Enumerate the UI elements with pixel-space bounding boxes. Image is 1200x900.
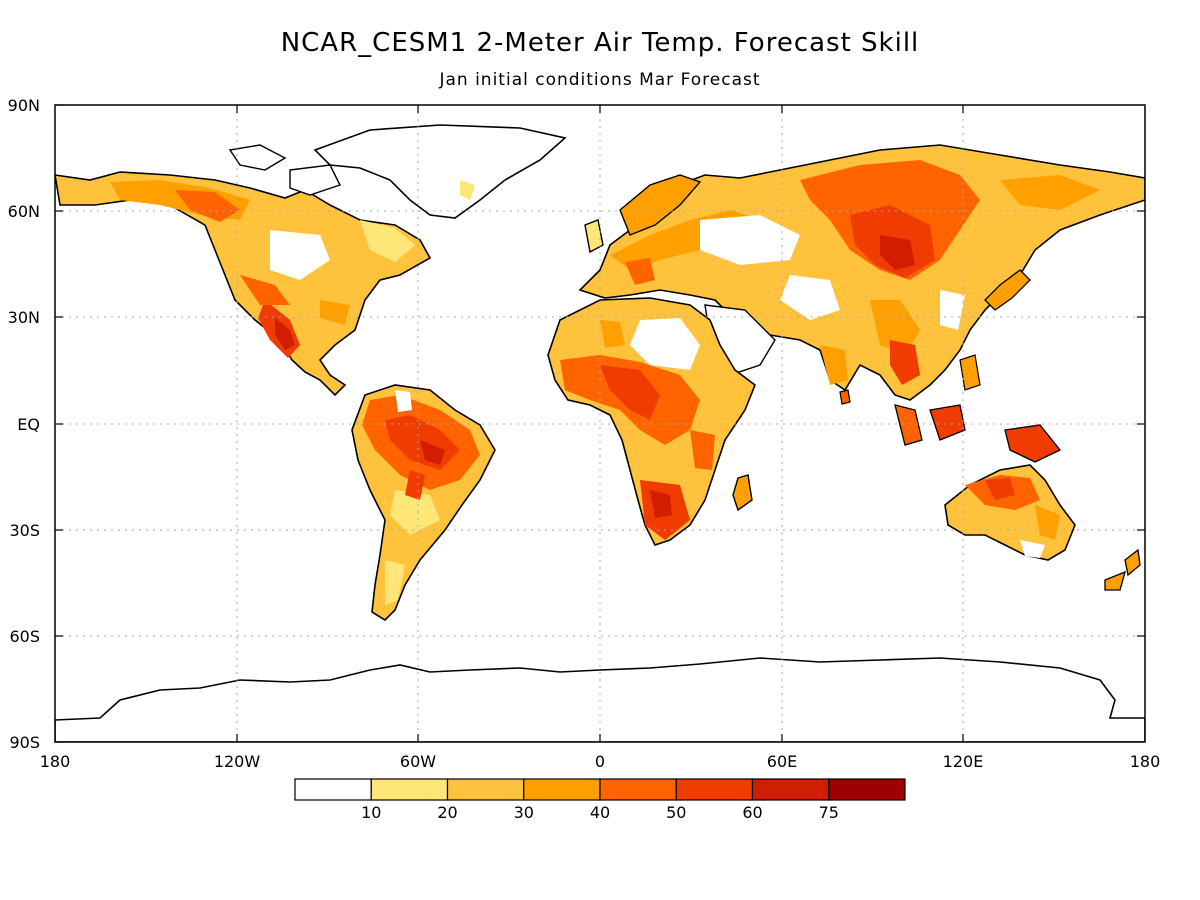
lat-label-30n: 30N xyxy=(8,308,40,327)
lon-label-120w: 120W xyxy=(214,752,261,771)
colorbar-swatch xyxy=(676,779,752,800)
map-figure: 90N 60N 30N EQ 30S 60S 90S 180 120W 60W … xyxy=(0,0,1200,900)
lon-label-60w: 60W xyxy=(400,752,436,771)
colorbar-swatch xyxy=(371,779,447,800)
lon-label-120e: 120E xyxy=(943,752,984,771)
lat-label-60s: 60S xyxy=(9,627,40,646)
lon-label-180w: 180 xyxy=(40,752,71,771)
colorbar-label: 30 xyxy=(514,803,534,822)
colorbar-swatch xyxy=(829,779,905,800)
lat-label-60n: 60N xyxy=(8,202,40,221)
colorbar-label: 75 xyxy=(819,803,839,822)
lat-label-90n: 90N xyxy=(8,96,40,115)
longitude-labels: 180 120W 60W 0 60E 120E 180 xyxy=(40,752,1161,771)
colorbar-label: 60 xyxy=(742,803,762,822)
colorbar-swatch xyxy=(600,779,676,800)
colorbar: 10 20 30 40 50 60 75 xyxy=(295,779,905,822)
lon-label-60e: 60E xyxy=(767,752,797,771)
colorbar-swatch xyxy=(524,779,600,800)
lat-label-eq: EQ xyxy=(17,415,40,434)
colorbar-label: 10 xyxy=(361,803,381,822)
latitude-labels: 90N 60N 30N EQ 30S 60S 90S xyxy=(8,96,40,752)
lon-label-0: 0 xyxy=(595,752,605,771)
colorbar-swatch xyxy=(753,779,829,800)
colorbar-label: 40 xyxy=(590,803,610,822)
colorbar-swatch xyxy=(295,779,371,800)
lat-label-90s: 90S xyxy=(9,733,40,752)
colorbar-swatch xyxy=(448,779,524,800)
lat-label-30s: 30S xyxy=(9,521,40,540)
lon-label-180e: 180 xyxy=(1130,752,1161,771)
colorbar-label: 20 xyxy=(437,803,457,822)
colorbar-label: 50 xyxy=(666,803,686,822)
